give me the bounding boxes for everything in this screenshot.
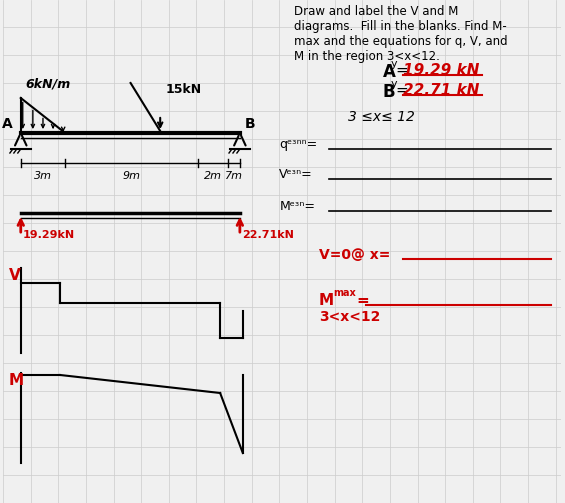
Text: 3<x<12: 3<x<12	[319, 310, 380, 324]
Text: B: B	[383, 83, 396, 101]
Text: 3 ≤x≤ 12: 3 ≤x≤ 12	[349, 110, 415, 124]
Text: =: =	[396, 83, 414, 98]
Text: A: A	[383, 63, 396, 81]
Text: =: =	[357, 293, 369, 308]
Text: Vᵉᶟⁿ=: Vᵉᶟⁿ=	[279, 168, 313, 181]
Text: A: A	[2, 117, 13, 131]
Text: M: M	[319, 293, 334, 308]
Text: =: =	[396, 63, 414, 78]
Text: y: y	[391, 59, 398, 69]
Text: 22.71kN: 22.71kN	[242, 230, 294, 240]
Text: M: M	[9, 373, 24, 388]
Text: 22.71 kN: 22.71 kN	[403, 83, 479, 98]
Text: V=0@ x=: V=0@ x=	[319, 248, 390, 262]
Text: y: y	[391, 79, 398, 89]
Text: B: B	[245, 117, 255, 131]
Text: 2m: 2m	[204, 171, 222, 181]
Text: 19.29kN: 19.29kN	[23, 230, 75, 240]
Text: 3m: 3m	[34, 171, 52, 181]
Text: 15kN: 15kN	[165, 83, 201, 96]
Text: 7m: 7m	[225, 171, 243, 181]
Text: 9m: 9m	[123, 171, 141, 181]
Text: V: V	[9, 268, 21, 283]
Text: qᵉᶟⁿⁿ=: qᵉᶟⁿⁿ=	[279, 138, 318, 151]
Text: 6kN/m: 6kN/m	[25, 77, 71, 90]
Text: 19.29 kN: 19.29 kN	[403, 63, 479, 78]
Text: max: max	[333, 288, 357, 298]
Text: Mᵉᶟⁿ=: Mᵉᶟⁿ=	[279, 200, 315, 213]
Text: Draw and label the V and M
diagrams.  Fill in the blanks. Find M-
max and the eq: Draw and label the V and M diagrams. Fil…	[294, 5, 508, 63]
